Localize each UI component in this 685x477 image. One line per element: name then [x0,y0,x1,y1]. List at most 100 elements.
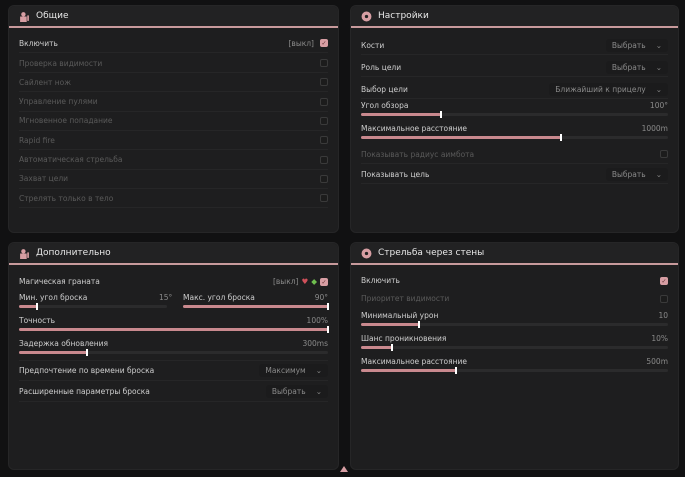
gear-icon [361,11,372,21]
settings-title: Настройки [378,11,429,21]
target-value: Ближайший к прицелу [555,84,646,94]
chance-value: 10% [651,334,668,343]
option-checkbox[interactable] [320,174,328,183]
delay-label: Задержка обновления [19,339,109,348]
target-dropdown[interactable]: Ближайший к прицелу ⌄ [549,82,668,96]
settings-header: Настройки [351,6,678,28]
role-value: Выбрать [611,62,646,72]
fov-value: 100° [649,101,668,110]
adv-row: Расширенные параметры броска Выбрать ⌄ [19,381,328,402]
general-option-row[interactable]: Стрелять только в тело [19,189,328,209]
radius-row[interactable]: Показывать радиус аимбота [361,145,668,164]
bones-value: Выбрать [611,40,646,50]
grenade-checkbox[interactable]: ✓ [320,277,328,286]
general-option-row[interactable]: Захват цели [19,170,328,189]
user-icon [20,248,29,259]
chevron-down-icon: ⌄ [655,169,662,179]
role-row: Роль цели Выбрать ⌄ [361,58,668,77]
option-checkbox[interactable] [320,78,328,87]
chevron-down-icon: ⌄ [655,84,662,94]
general-option-row[interactable]: Проверка видимости [19,54,328,73]
extra-title: Дополнительно [36,248,111,258]
wall-header: Стрельба через стены [351,243,678,265]
general-option-row[interactable]: Мгновенное попадание [19,112,328,131]
slider-fill [183,303,329,310]
adv-dropdown[interactable]: Выбрать ⌄ [265,384,328,398]
mindmg-value: 10 [658,311,668,320]
fov-slider[interactable] [361,111,668,118]
slider-fill [361,367,458,374]
option-checkbox[interactable] [320,97,328,106]
option-checkbox[interactable] [320,59,328,67]
keybind[interactable]: [выкл] [288,38,314,48]
maxangle-slider[interactable] [183,303,329,310]
wall-enable-checkbox[interactable]: ✓ [660,276,668,285]
keybind[interactable]: [выкл] [272,277,299,286]
adv-value: Выбрать [271,386,306,396]
enable-checkbox[interactable]: ✓ [320,39,328,47]
enable-label: Включить [19,38,58,48]
priority-checkbox[interactable] [660,294,668,303]
option-label: Проверка видимости [19,58,103,68]
priority-row[interactable]: Приоритет видимости [361,289,668,308]
user-icon [20,11,29,22]
general-option-row[interactable]: Управление пулями [19,93,328,112]
slider-fill [19,349,88,356]
general-title: Общие [36,11,69,21]
wall-maxdist-slider[interactable] [361,367,668,374]
bones-label: Кости [361,40,385,50]
option-checkbox[interactable] [320,116,328,125]
wall-panel: Стрельба через стены Включить ✓ Приоритет… [350,242,679,470]
mindmg-label: Минимальный урон [361,311,439,320]
pref-row: Предпочтение по времени броска Максимум ⌄ [19,360,328,381]
heart-icon: ♥ [301,277,309,286]
gear-icon [361,248,372,258]
adv-label: Расширенные параметры броска [19,386,150,396]
role-dropdown[interactable]: Выбрать ⌄ [605,60,668,74]
resize-handle[interactable] [340,466,348,472]
show-value: Выбрать [611,169,646,179]
minangle-value: 15° [159,293,173,302]
maxdist-slider[interactable] [361,134,668,141]
slider-fill [361,344,393,351]
pref-dropdown[interactable]: Максимум ⌄ [259,364,328,377]
general-option-row[interactable]: Rapid fire [19,131,328,151]
grenade-row[interactable]: Магическая граната [выкл] ♥ ◆ ✓ [19,272,328,291]
color-picker-icon[interactable]: ◆ [311,277,317,286]
radius-label: Показывать радиус аимбота [361,149,475,159]
bones-row: Кости Выбрать ⌄ [361,36,668,55]
wall-enable-row[interactable]: Включить ✓ [361,271,668,290]
grenade-label: Магическая граната [19,277,100,286]
chevron-down-icon: ⌄ [315,366,322,375]
option-label: Управление пулями [19,97,98,107]
show-dropdown[interactable]: Выбрать ⌄ [605,167,668,181]
general-enable-row[interactable]: Включить [выкл] ✓ [19,34,328,53]
radius-checkbox[interactable] [660,150,668,158]
pref-value: Максимум [265,366,306,375]
extra-panel: Дополнительно Магическая граната [выкл] ♥ ◆… [8,242,339,470]
mindmg-slider[interactable] [361,321,668,328]
option-checkbox[interactable] [320,155,328,164]
general-header: Общие [9,6,338,28]
slider-fill [361,134,562,141]
bones-dropdown[interactable]: Выбрать ⌄ [605,38,668,52]
option-label: Стрелять только в тело [19,193,114,203]
option-label: Rapid fire [19,135,55,145]
minangle-slider[interactable] [19,303,167,310]
slider-fill [361,111,442,118]
delay-value: 300ms [302,339,328,348]
chance-label: Шанс проникновения [361,334,447,343]
chance-slider[interactable] [361,344,668,351]
accuracy-slider[interactable] [19,326,329,333]
chevron-down-icon: ⌄ [655,62,662,72]
accuracy-value: 100% [306,316,328,325]
general-option-row[interactable]: Сайлент нож [19,73,328,93]
option-checkbox[interactable] [320,194,328,203]
delay-slider[interactable] [19,349,328,356]
minangle-label: Мин. угол броска [19,293,88,302]
role-label: Роль цели [361,62,402,72]
general-option-row[interactable]: Автоматическая стрельба [19,151,328,170]
target-row: Выбор цели Ближайший к прицелу ⌄ [361,80,668,99]
wall-title: Стрельба через стены [378,248,485,258]
option-checkbox[interactable] [320,136,328,145]
